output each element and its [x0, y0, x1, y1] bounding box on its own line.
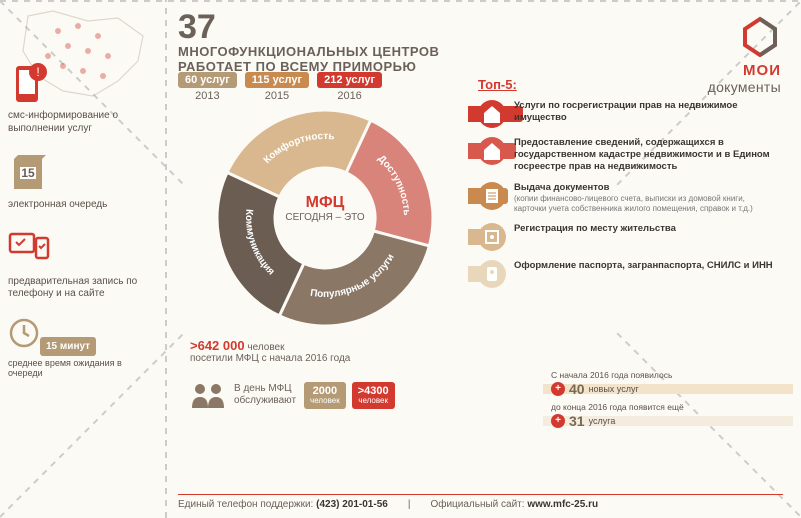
- left-feature: ! смс-информирование о выполнении услуг: [8, 62, 158, 135]
- top5-text: Выдача документов(копии финансово-лицево…: [514, 182, 778, 214]
- year-tag: 60 услуг 2013: [178, 72, 237, 102]
- header: 37 МНОГОФУНКЦИОНАЛЬНЫХ ЦЕНТРОВ РАБОТАЕТ …: [178, 10, 661, 74]
- footer-site: Официальный сайт: www.mfc-25.ru: [430, 499, 598, 510]
- donut-center-line2: СЕГОДНЯ – ЭТО: [275, 212, 375, 223]
- left-feature-text: электронная очередь: [8, 199, 158, 212]
- wait-badge: 15 минут: [40, 337, 96, 356]
- top5-item: Предоставление сведений, содержащихся в …: [478, 137, 778, 173]
- year-label: 2015: [245, 90, 309, 102]
- left-feature-text: предварительная запись по телефону и на …: [8, 276, 158, 301]
- year-badge: 60 услуг: [178, 72, 237, 88]
- queue-ticket-icon: 15: [8, 151, 52, 195]
- plus-icon: +: [551, 382, 565, 396]
- top5-item: Выдача документов(копии финансово-лицево…: [478, 182, 778, 214]
- top5-item: Услуги по госрегистрации прав на недвижи…: [478, 100, 778, 128]
- new-txt: услуга: [589, 416, 616, 426]
- top5-icon: [478, 223, 506, 251]
- daily-badge: >4300человек: [352, 382, 395, 409]
- year-tags: 60 услуг 2013 115 услуг 2015 212 услуг 2016: [178, 72, 382, 102]
- daily-badge-unit: человек: [358, 397, 389, 406]
- left-feature: предварительная запись по телефону и на …: [8, 228, 158, 301]
- daily-badge: 2000человек: [304, 382, 346, 409]
- footer-phone: Единый телефон поддержки: (423) 201-01-5…: [178, 499, 388, 510]
- daily-lead: В день МФЦ обслуживают: [234, 383, 296, 407]
- logo-icon: [739, 15, 781, 57]
- left-feature: 15 электронная очередь: [8, 151, 158, 212]
- footer: Единый телефон поддержки: (423) 201-01-5…: [178, 494, 783, 510]
- top5-icon: [478, 182, 506, 210]
- top5-icon: [478, 260, 506, 288]
- new-txt: новых услуг: [589, 384, 639, 394]
- daily-lead1: В день МФЦ: [234, 383, 296, 395]
- donut-center-line1: МФЦ: [275, 194, 375, 212]
- year-label: 2013: [178, 90, 237, 102]
- year-badge: 115 услуг: [245, 72, 309, 88]
- top5-icon: [478, 100, 506, 128]
- top5-icon: [478, 137, 506, 165]
- wait-text: среднее время ожидания в очереди: [8, 358, 158, 380]
- left-feature-text: смс-информирование о выполнении услуг: [8, 110, 158, 135]
- wait-time: 15 минут среднее время ожидания в очереди: [8, 317, 158, 380]
- header-line1: МНОГОФУНКЦИОНАЛЬНЫХ ЦЕНТРОВ: [178, 44, 661, 59]
- svg-text:15: 15: [21, 166, 35, 180]
- phone-sms-icon: !: [8, 62, 52, 106]
- footer-site-label: Официальный сайт:: [430, 499, 524, 510]
- devices-icon: [8, 228, 52, 272]
- donut-center: МФЦ СЕГОДНЯ – ЭТО: [275, 168, 375, 268]
- footer-phone-label: Единый телефон поддержки:: [178, 499, 313, 510]
- year-label: 2016: [317, 90, 382, 102]
- footer-site-url: www.mfc-25.ru: [527, 499, 598, 510]
- daily-badges: 2000человек>4300человек: [304, 382, 395, 409]
- daily-badge-unit: человек: [310, 397, 340, 406]
- daily-lead2: обслуживают: [234, 395, 296, 407]
- header-count: 37: [178, 10, 661, 44]
- visitors-count: >642 000: [190, 338, 245, 353]
- top5-text: Регистрация по месту жительства: [514, 223, 676, 235]
- top5-text: Оформление паспорта, загранпаспорта, СНИ…: [514, 260, 773, 272]
- year-tag: 212 услуг 2016: [317, 72, 382, 102]
- people-icon: [190, 382, 226, 408]
- top5-list: Топ-5: Услуги по госрегистрации прав на …: [478, 77, 778, 297]
- top5-text: Предоставление сведений, содержащихся в …: [514, 137, 778, 173]
- left-features: ! смс-информирование о выполнении услуг 15…: [8, 62, 158, 379]
- clock-icon: [8, 317, 40, 349]
- new-service-row: до конца 2016 года появится ещё +31 услуга: [551, 402, 783, 429]
- border-left: [165, 0, 167, 518]
- top5-items: Услуги по госрегистрации прав на недвижи…: [478, 100, 778, 288]
- top5-item: Регистрация по месту жительства: [478, 223, 778, 251]
- new-pre: до конца 2016 года появится ещё: [551, 402, 783, 412]
- border-top: [0, 0, 801, 2]
- footer-phone-num: (423) 201-01-56: [316, 499, 388, 510]
- new-pre: С начала 2016 года появилось: [551, 370, 783, 380]
- new-service-row: С начала 2016 года появилось +40 новых усл…: [551, 370, 783, 397]
- new-num: 40: [569, 381, 585, 397]
- top5-header: Топ-5:: [478, 77, 778, 92]
- new-services: С начала 2016 года появилось +40 новых усл…: [551, 370, 783, 434]
- donut-chart: ДоступностьПопулярные услугиКоммуникация…: [215, 108, 435, 328]
- new-num: 31: [569, 413, 585, 429]
- top5-item: Оформление паспорта, загранпаспорта, СНИ…: [478, 260, 778, 288]
- svg-text:!: !: [36, 65, 39, 79]
- daily-block: В день МФЦ обслуживают 2000человек>4300ч…: [190, 382, 395, 409]
- year-badge: 212 услуг: [317, 72, 382, 88]
- plus-icon: +: [551, 414, 565, 428]
- visitors-sub: посетили МФЦ с начала 2016 года: [190, 353, 350, 364]
- visitors-block: >642 000 человек посетили МФЦ с начала 2…: [190, 338, 440, 364]
- year-tag: 115 услуг 2015: [245, 72, 309, 102]
- top5-text: Услуги по госрегистрации прав на недвижи…: [514, 100, 778, 124]
- footer-divider: |: [408, 499, 411, 510]
- top5-subtext: (копии финансово-лицевого счета, выписки…: [514, 194, 778, 214]
- visitors-unit: человек: [247, 342, 284, 353]
